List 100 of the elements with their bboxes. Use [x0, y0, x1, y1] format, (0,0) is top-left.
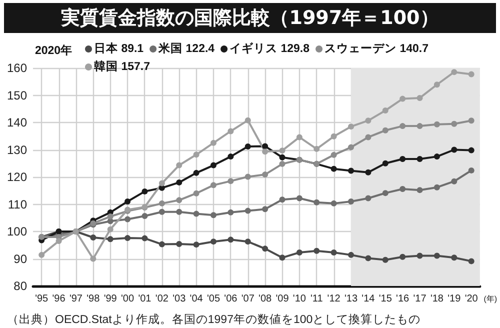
point — [451, 146, 458, 153]
legend-label: スウェーデン 140.7 — [324, 42, 429, 55]
x-tick-label: '08 — [258, 294, 272, 304]
point — [142, 188, 148, 194]
point — [262, 246, 268, 252]
point — [279, 160, 286, 167]
point — [262, 206, 268, 212]
point — [38, 252, 45, 258]
point — [416, 252, 423, 259]
point — [193, 190, 200, 196]
point — [210, 182, 216, 188]
point — [244, 208, 251, 214]
point — [330, 166, 337, 172]
point — [348, 252, 354, 258]
point — [365, 118, 372, 124]
x-tick-label: '15 — [378, 294, 392, 304]
point — [279, 254, 286, 261]
x-tick-label: '96 — [52, 294, 66, 304]
x-tick-label: '99 — [104, 294, 118, 304]
point — [434, 154, 440, 160]
x-tick-label: '16 — [396, 294, 410, 304]
y-tick-label: 90 — [14, 252, 28, 266]
point — [193, 170, 200, 176]
x-tick-label: '07 — [241, 294, 255, 304]
point — [210, 140, 216, 146]
point — [228, 154, 234, 160]
point — [400, 254, 406, 260]
y-tick-label: 140 — [6, 116, 28, 130]
legend-label: 米国 122.4 — [158, 41, 216, 55]
point — [348, 144, 354, 150]
x-axis-title: (年) — [484, 294, 498, 304]
x-tick-label: '97 — [69, 294, 83, 304]
point — [210, 162, 216, 168]
point — [434, 184, 440, 190]
point — [176, 241, 182, 248]
text: （出典）OECD.Statより作成。各国の1997年の数値を100として換算したもの — [7, 313, 421, 326]
x-tick-label: '20 — [464, 294, 478, 304]
y-tick-label: 100 — [6, 224, 28, 238]
point — [142, 212, 148, 219]
x-tick-label: '98 — [86, 294, 100, 304]
point — [365, 134, 372, 140]
x-tick-label: '10 — [292, 294, 306, 304]
x-tick-label: '12 — [327, 294, 341, 304]
point — [296, 249, 302, 256]
point — [348, 168, 354, 174]
x-tick-label: '03 — [172, 294, 186, 304]
point — [158, 180, 165, 186]
point — [107, 214, 114, 220]
chart-title: 実質賃金指数の国際比較（1997年＝100） — [4, 3, 496, 33]
point — [279, 154, 286, 160]
x-tick-label: '11 — [310, 294, 324, 304]
point — [451, 178, 458, 184]
point — [228, 128, 234, 134]
point — [314, 146, 320, 152]
x-tick-label: '05 — [206, 294, 220, 304]
point — [296, 195, 302, 202]
point — [244, 174, 251, 180]
point — [365, 169, 372, 176]
x-tick-label: '02 — [155, 294, 169, 304]
point — [416, 94, 423, 101]
point — [90, 234, 96, 240]
point — [158, 200, 165, 206]
point — [262, 143, 268, 150]
point — [451, 69, 458, 76]
point — [330, 249, 337, 256]
point — [382, 256, 388, 263]
point — [228, 236, 234, 243]
point — [142, 235, 148, 242]
y-tick-label: 80 — [14, 279, 28, 293]
point — [468, 118, 474, 124]
y-tick-label: 120 — [6, 170, 28, 184]
legend-label: 日本 89.1 — [94, 41, 144, 55]
point — [176, 197, 182, 204]
x-tick-label: '06 — [224, 294, 238, 304]
point — [348, 198, 354, 205]
legend-title: 2020年 — [35, 43, 73, 57]
point — [176, 208, 182, 215]
point — [90, 256, 96, 262]
point — [124, 235, 131, 242]
y-tick-label: 110 — [8, 197, 28, 212]
point — [400, 156, 406, 162]
point — [193, 210, 200, 217]
point — [296, 134, 302, 140]
point — [348, 124, 354, 130]
x-tick-label: '95 — [35, 294, 49, 304]
point — [468, 167, 474, 174]
point — [107, 226, 114, 232]
point — [434, 82, 440, 88]
point — [193, 242, 200, 248]
point — [365, 255, 372, 262]
point — [56, 238, 62, 244]
point — [451, 254, 458, 261]
point — [451, 120, 458, 127]
y-tick-label: 160 — [6, 61, 28, 75]
point — [210, 238, 216, 245]
point — [262, 172, 268, 178]
point — [279, 148, 286, 154]
point — [244, 117, 251, 124]
point — [228, 209, 234, 216]
y-tick-label: 150 — [6, 88, 28, 102]
